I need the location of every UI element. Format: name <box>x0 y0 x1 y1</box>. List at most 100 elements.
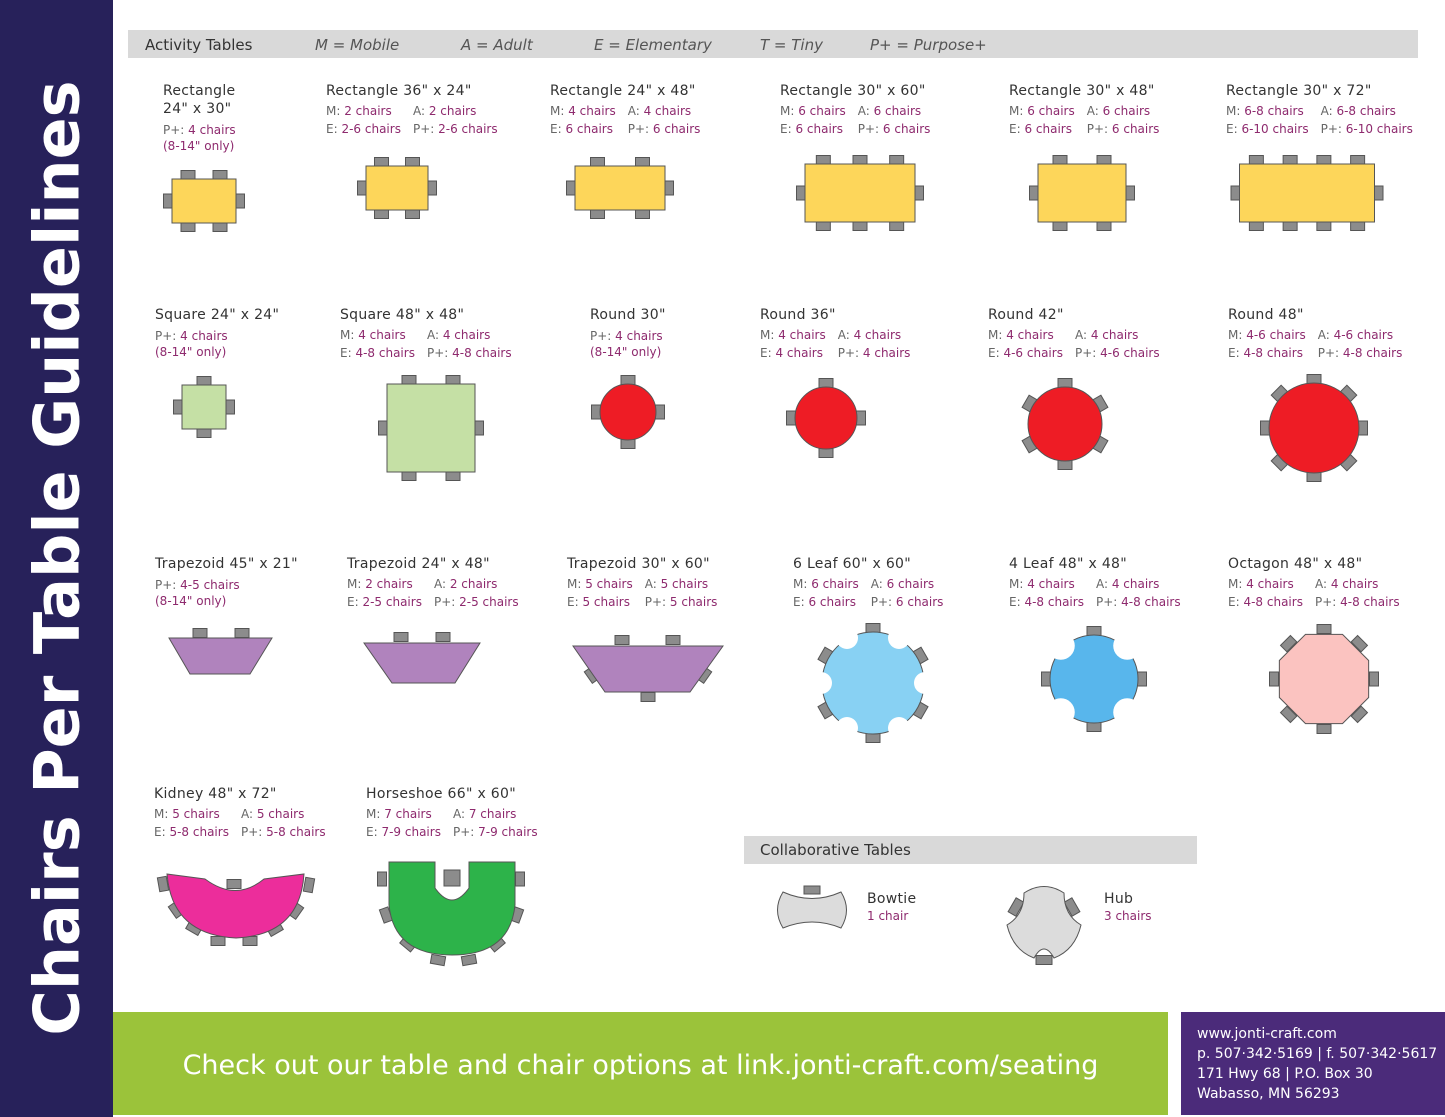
spec-value: 5 chairs <box>660 577 709 591</box>
website-link[interactable]: www.jonti-craft.com <box>1197 1026 1337 1042</box>
chair-icon <box>1137 671 1147 687</box>
hub-table-icon <box>1006 886 1082 959</box>
spec-label: P+: <box>240 825 267 839</box>
spec: P+: 6 chairs <box>858 120 931 138</box>
spec: A: 5 chairs <box>645 575 718 593</box>
spec-value: 6 chairs <box>873 104 922 118</box>
chair-icon <box>590 157 605 167</box>
table-name: Rectangle 24" x 30" <box>163 83 236 117</box>
spec-value: 4 chairs <box>1027 577 1075 591</box>
purpose-plus-spec: P+: 4-5 chairs <box>155 577 298 593</box>
chair-icon <box>405 209 420 219</box>
table-top-icon <box>181 384 227 430</box>
chair-specs: M: 4 chairs A: 4 chairs E: 4 chairs P+: 4 c… <box>760 326 910 362</box>
spec-value: 6 chairs <box>1024 122 1072 136</box>
spec-label: M: <box>326 104 345 118</box>
table-name: Rectangle 30" x 72" <box>1226 83 1372 99</box>
spec-label: M: <box>567 577 586 591</box>
chair-icon <box>196 428 212 438</box>
spec: A: 4 chairs <box>628 102 701 120</box>
spec: E: 4-8 chairs <box>1009 593 1084 611</box>
seating-link-banner[interactable]: Check out our table and chair options at… <box>113 1012 1168 1115</box>
chair-icon <box>405 157 420 167</box>
table-top-icon <box>365 165 429 211</box>
spec-value: 6 chairs <box>1027 104 1075 118</box>
table-name: Rectangle 24" x 48" <box>550 83 696 99</box>
spec: P+: 4-8 chairs <box>1096 593 1181 611</box>
leaf-notch <box>836 717 858 740</box>
table-top-icon <box>168 637 273 675</box>
spec: E: 5-8 chairs <box>154 823 229 841</box>
chair-icon <box>635 157 650 167</box>
spec-value: 6 chairs <box>795 122 843 136</box>
leaf-notch <box>810 672 832 694</box>
chair-specs: M: 4 chairs A: 4 chairs E: 4-6 chairs P+: 4… <box>988 326 1160 362</box>
spec-label: E: <box>550 122 566 136</box>
spec-value: 6 chairs <box>798 104 846 118</box>
spec: P+: 4 chairs <box>838 344 911 362</box>
spec-label: E: <box>326 122 342 136</box>
chair-specs: M: 4 chairs A: 4 chairs E: 4-8 chairs P+: 4… <box>1228 575 1400 611</box>
spec-value: 4-8 chairs <box>1342 346 1403 360</box>
table-name: 6 Leaf 60" x 60" <box>793 556 911 572</box>
spec: M: 6 chairs <box>780 102 846 120</box>
spec-label: M: <box>793 577 812 591</box>
chair-icon <box>1369 671 1379 687</box>
spec-label: P+: <box>1086 122 1112 136</box>
chair-icon <box>1086 626 1102 636</box>
size-note: (8-14" only) <box>163 139 235 153</box>
spec-label: P+: <box>644 595 670 609</box>
leaf-notch <box>888 626 910 649</box>
chair-icon <box>1052 155 1068 165</box>
chair-icon <box>786 410 796 426</box>
chair-icon <box>1350 705 1369 724</box>
spec-label: A: <box>433 577 450 591</box>
spec-label: A: <box>452 807 469 821</box>
spec-value: 4 chairs <box>180 329 228 343</box>
chair-icon <box>1230 185 1241 201</box>
spec-label: P+: <box>163 123 189 137</box>
spec-label: P+: <box>433 595 460 609</box>
spec-label: P+: <box>1320 122 1346 136</box>
chair-icon <box>357 180 367 196</box>
spec: P+: 2-5 chairs <box>434 593 519 611</box>
table-card: Square 24" x 24" P+: 4 chairs (8-14" only… <box>155 306 279 360</box>
chair-icon <box>234 628 250 638</box>
table-top-icon <box>1049 634 1139 724</box>
spec-value: 5 chairs <box>585 577 633 591</box>
table-name: Round 30" <box>590 307 666 323</box>
table-name: Trapezoid 24" x 48" <box>347 556 490 572</box>
spec-label: M: <box>1228 328 1247 342</box>
cta-text[interactable]: Check out our table and chair options at… <box>182 1050 1099 1081</box>
chair-icon <box>212 222 228 232</box>
table-name: Bowtie <box>867 891 917 907</box>
spec-value: 4 chairs <box>643 104 692 118</box>
chair-icon <box>374 157 389 167</box>
chair-count: 1 chair <box>867 909 909 923</box>
contact-info: www.jonti-craft.com p. 507·342·5169 | f.… <box>1181 1012 1445 1115</box>
table-name: Round 42" <box>988 307 1064 323</box>
chair-icon <box>1350 155 1366 165</box>
spec-value: 4-8 chairs <box>1243 346 1303 360</box>
table-top-icon <box>1037 163 1127 223</box>
chair-icon <box>445 471 461 481</box>
spec-value: 6-10 chairs <box>1241 122 1309 136</box>
table-card: Trapezoid 45" x 21" P+: 4-5 chairs (8-14"… <box>155 555 298 609</box>
spec: E: 4-6 chairs <box>988 344 1063 362</box>
spec: M: 7 chairs <box>366 805 441 823</box>
table-card: Rectangle 30" x 72" M: 6-8 chairs A: 6-8 c… <box>1226 82 1413 138</box>
spec: M: 4 chairs <box>760 326 826 344</box>
chair-icon <box>180 170 196 180</box>
chair-icon <box>163 193 173 209</box>
table-top-icon <box>388 861 516 956</box>
spec-value: 5 chairs <box>172 807 220 821</box>
spec-value: 5-8 chairs <box>266 825 326 839</box>
size-note: (8-14" only) <box>155 345 227 359</box>
table-top-icon <box>1239 163 1375 223</box>
leaf-notch <box>1046 698 1075 727</box>
spec-label: A: <box>870 577 887 591</box>
spec-label: P+: <box>1317 346 1343 360</box>
chair-icon <box>818 378 834 388</box>
legend-tiny: T = Tiny <box>760 36 823 54</box>
